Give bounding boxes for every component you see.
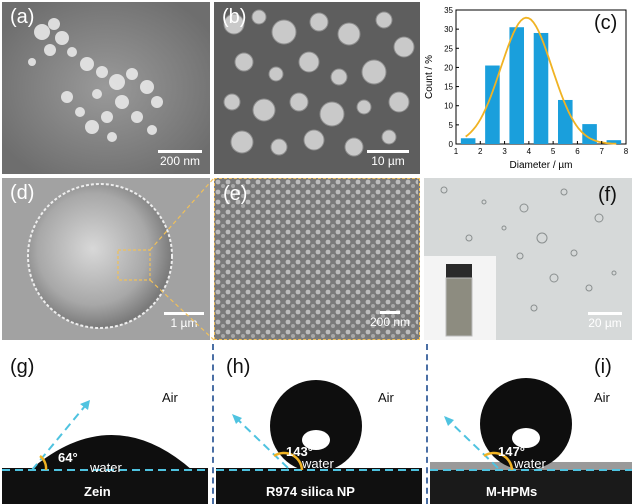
panel-h-water-label: water: [302, 456, 334, 471]
y-tick-label: 30: [444, 25, 453, 34]
panel-b-scalebar: 10 µm: [360, 150, 416, 168]
contact-angle-image-i: [430, 378, 632, 504]
x-tick-label: 5: [551, 147, 556, 156]
panel-a-scale-text: 200 nm: [159, 154, 201, 168]
panel-g-air-label: Air: [162, 390, 178, 405]
y-tick-label: 35: [444, 6, 453, 15]
histogram-bar: [606, 140, 622, 144]
panel-b-sem-image: (b) 10 µm: [214, 2, 420, 174]
x-tick-label: 4: [527, 147, 532, 156]
panel-e-scale-text: 200 nm: [369, 315, 411, 329]
panel-i-water-label: water: [514, 456, 546, 471]
sem-image-b: [214, 2, 420, 174]
panel-a-label: (a): [10, 6, 35, 28]
panel-f-label: (f): [598, 184, 617, 206]
panel-h-contact-angle: (h) Air 143° water R974 silica NP: [216, 344, 422, 504]
panel-i-label: (i): [594, 356, 612, 378]
panel-e-sem-image: (e) 200 nm: [214, 178, 420, 340]
y-tick-label: 0: [449, 140, 454, 149]
histogram-svg: 1 2 3 4 5 6 7 8 0 5 10 15 20 25 30 35 Diameter / µm Count…: [424, 6, 629, 171]
divider-h-i: [426, 344, 428, 504]
panel-g-contact-angle: (g) Air 64° water Zein: [2, 344, 208, 504]
histogram-bar: [509, 27, 524, 145]
panel-a-scalebar: 200 nm: [152, 150, 208, 168]
panel-g-caption: Zein: [84, 484, 111, 499]
panel-h-label: (h): [226, 356, 251, 378]
x-tick-label: 2: [478, 147, 483, 156]
y-tick-label: 15: [444, 83, 453, 92]
panel-d-scalebar: 1 µm: [162, 312, 206, 330]
y-tick-label: 10: [444, 102, 453, 111]
y-tick-label: 20: [444, 63, 453, 72]
panel-f-microscope-image: (f) 20 µm: [424, 178, 632, 340]
panel-d-sem-image: (d) 1 µm: [2, 178, 210, 340]
panel-d-scale-text: 1 µm: [170, 316, 198, 330]
sem-image-a: [2, 2, 210, 174]
panel-c-label: (c): [594, 12, 618, 34]
panel-g-label: (g): [10, 356, 35, 378]
contact-angle-image-g: [2, 399, 208, 504]
y-tick-label: 25: [444, 44, 453, 53]
panel-i-angle-value: 147°: [498, 444, 525, 459]
x-tick-label: 3: [502, 147, 507, 156]
x-tick-label: 6: [575, 147, 580, 156]
panel-b-scale-text: 10 µm: [371, 154, 405, 168]
panel-h-angle-value: 143°: [286, 444, 313, 459]
x-tick-label: 8: [624, 147, 629, 156]
panel-f-scale-text: 20 µm: [588, 316, 622, 330]
panel-h-air-label: Air: [378, 390, 394, 405]
panel-h-caption: R974 silica NP: [266, 484, 355, 499]
panel-c-histogram: 1 2 3 4 5 6 7 8 0 5 10 15 20 25 30 35 Diameter / µm Count…: [422, 2, 632, 174]
panel-g-angle-value: 64°: [58, 450, 78, 465]
histogram-bar: [533, 32, 549, 144]
panel-f-scalebar: 20 µm: [582, 312, 628, 330]
panel-g-water-label: water: [90, 460, 122, 475]
y-axis-label: Count / %: [424, 55, 435, 99]
contact-angle-image-h: [216, 380, 422, 504]
panel-i-air-label: Air: [594, 390, 610, 405]
y-tick-label: 5: [449, 121, 454, 130]
panel-i-contact-angle: (i) Air 147° water M-HPMs: [430, 344, 632, 504]
x-tick-label: 1: [454, 147, 459, 156]
histogram-bar: [485, 65, 500, 144]
panel-a-sem-image: (a) 200 nm: [2, 2, 210, 174]
panel-e-scalebar: 200 nm: [365, 311, 415, 329]
panel-d-label: (d): [10, 182, 35, 204]
x-axis-label: Diameter / µm: [510, 160, 573, 171]
sem-image-d: [2, 178, 210, 340]
divider-g-h: [212, 344, 214, 504]
histogram-bar: [460, 138, 476, 144]
x-tick-label: 7: [599, 147, 604, 156]
panel-i-caption: M-HPMs: [486, 484, 538, 499]
fit-curve-line: [465, 16, 617, 145]
panel-b-label: (b): [222, 6, 247, 28]
panel-e-label: (e): [223, 183, 248, 205]
